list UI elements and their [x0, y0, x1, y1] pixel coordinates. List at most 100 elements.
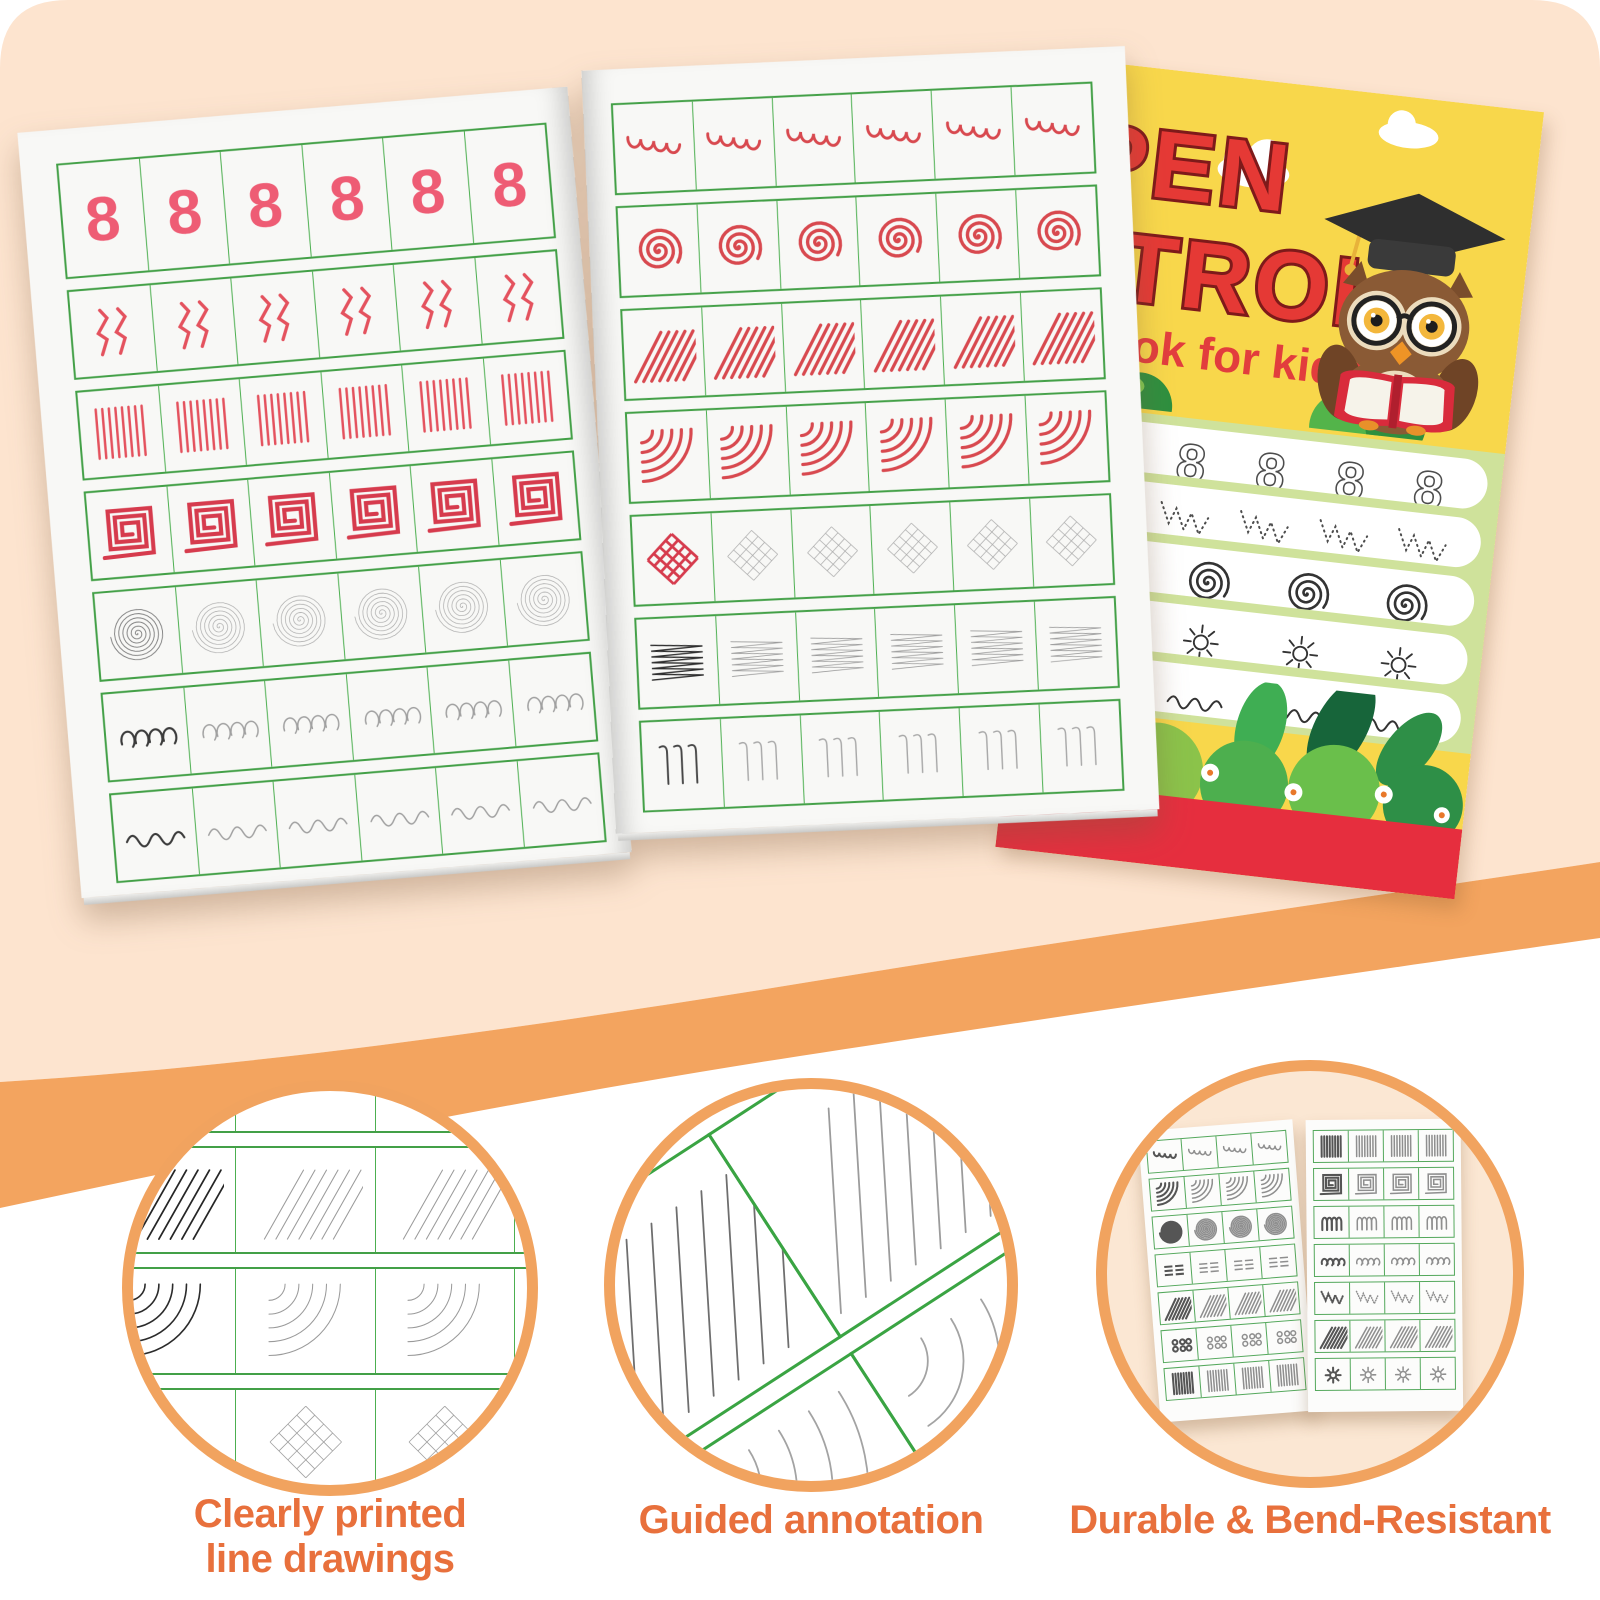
pattern-cell [777, 197, 861, 289]
svg-text:8: 8 [245, 169, 286, 242]
owl-mascot-icon [1317, 193, 1506, 436]
callout-zoom-tilt-content [604, 1089, 1007, 1492]
pattern-cell [1315, 1358, 1351, 1390]
pattern-cell: 8 [1317, 445, 1384, 511]
pattern-cell [617, 204, 702, 297]
pattern-cell [273, 774, 362, 868]
pattern-cell [941, 292, 1025, 385]
pattern-row [108, 752, 607, 884]
pattern-cell [1257, 1207, 1293, 1241]
pattern-cell [1419, 1130, 1453, 1161]
pattern-cell [1384, 1206, 1420, 1238]
pattern-cell [236, 1390, 376, 1485]
caption-line: Clearly printed [193, 1492, 467, 1536]
pattern-cell [133, 1390, 237, 1485]
pattern-cell [393, 257, 483, 351]
pattern-cell [615, 1089, 701, 1252]
pattern-row [1163, 1357, 1307, 1401]
pattern-row [1313, 1166, 1455, 1201]
caption-guided-annotation: Guided annotation [551, 1498, 1071, 1543]
pattern-cell [622, 307, 707, 399]
pattern-row [100, 651, 599, 783]
pattern-row [1314, 1318, 1456, 1353]
pattern-cell [94, 587, 183, 680]
pattern-row [1313, 1242, 1455, 1277]
pattern-cell [492, 453, 579, 545]
mini-left-page [1137, 1119, 1316, 1423]
pattern-cell [248, 472, 337, 566]
pattern-cell [931, 87, 1016, 179]
pattern-cell [133, 1091, 237, 1131]
pattern-cell [1275, 559, 1342, 611]
pattern-cell [1350, 1358, 1386, 1390]
pattern-cell [612, 101, 697, 194]
pattern-cell [1232, 495, 1299, 546]
pattern-row [66, 249, 565, 380]
pattern-cell [800, 711, 885, 804]
pattern-cell [320, 365, 410, 458]
pattern-cell [626, 410, 711, 502]
pattern-cell [435, 761, 525, 854]
pattern-cell [1030, 495, 1113, 586]
pattern-cell [791, 505, 875, 598]
pattern-cell [880, 708, 964, 800]
pattern-cell [849, 1220, 1007, 1481]
pattern-cell [636, 616, 721, 708]
pattern-cell [711, 509, 796, 602]
pattern-cell [856, 193, 941, 286]
pattern-cell [77, 385, 166, 479]
pattern-cell: 8 [464, 125, 554, 243]
pattern-cell [1149, 1176, 1187, 1211]
pattern-cell [354, 768, 444, 861]
pattern-cell [646, 1351, 985, 1481]
pattern-cell [133, 1148, 237, 1252]
pattern-cell [231, 271, 320, 365]
pattern-cell [702, 303, 786, 396]
pattern-row [610, 81, 1097, 196]
pattern-cell [1314, 1206, 1350, 1238]
pattern-cell [1162, 665, 1229, 716]
pattern-cell [852, 90, 936, 183]
pattern-cell [1158, 1290, 1196, 1325]
pattern-row [1145, 1129, 1289, 1174]
caption-durable: Durable & Bend-Resistant [1050, 1498, 1570, 1543]
pattern-cell [515, 1269, 527, 1373]
pattern-cell [158, 379, 247, 472]
pattern-cell [483, 352, 570, 444]
pattern-cell [337, 566, 427, 660]
pattern-row [133, 1388, 527, 1485]
pattern-cell [692, 98, 777, 190]
pattern-cell [376, 1091, 516, 1131]
pattern-cell [604, 1483, 782, 1492]
pattern-row [1154, 1243, 1298, 1288]
pattern-cell [1314, 1244, 1350, 1276]
pattern-row [624, 390, 1111, 504]
pattern-cell [706, 406, 791, 499]
pattern-row [92, 551, 590, 682]
svg-text:8: 8 [489, 149, 530, 222]
pattern-cell [1199, 1363, 1237, 1398]
pattern-cell [1313, 1130, 1349, 1162]
pattern-cell [706, 1089, 1007, 1339]
svg-text:8: 8 [1332, 451, 1368, 512]
pattern-cell [1176, 548, 1243, 600]
pattern-cell [236, 1148, 376, 1252]
pattern-cell [772, 94, 857, 186]
pattern-cell [950, 498, 1035, 591]
workbook-right-page [581, 45, 1160, 834]
pattern-cell [1349, 1244, 1385, 1276]
pattern-row [615, 1089, 1007, 1382]
pattern-cell [346, 667, 435, 760]
pattern-cell [861, 296, 946, 389]
pattern-cell [1161, 1328, 1199, 1363]
pattern-cell [1311, 504, 1378, 555]
pattern-cell [1419, 1206, 1453, 1237]
pattern-cell [640, 719, 725, 811]
right-page-rows [610, 81, 1125, 813]
pattern-cell [1373, 570, 1440, 622]
pattern-cell [1384, 1168, 1420, 1200]
pattern-cell [1367, 629, 1434, 683]
